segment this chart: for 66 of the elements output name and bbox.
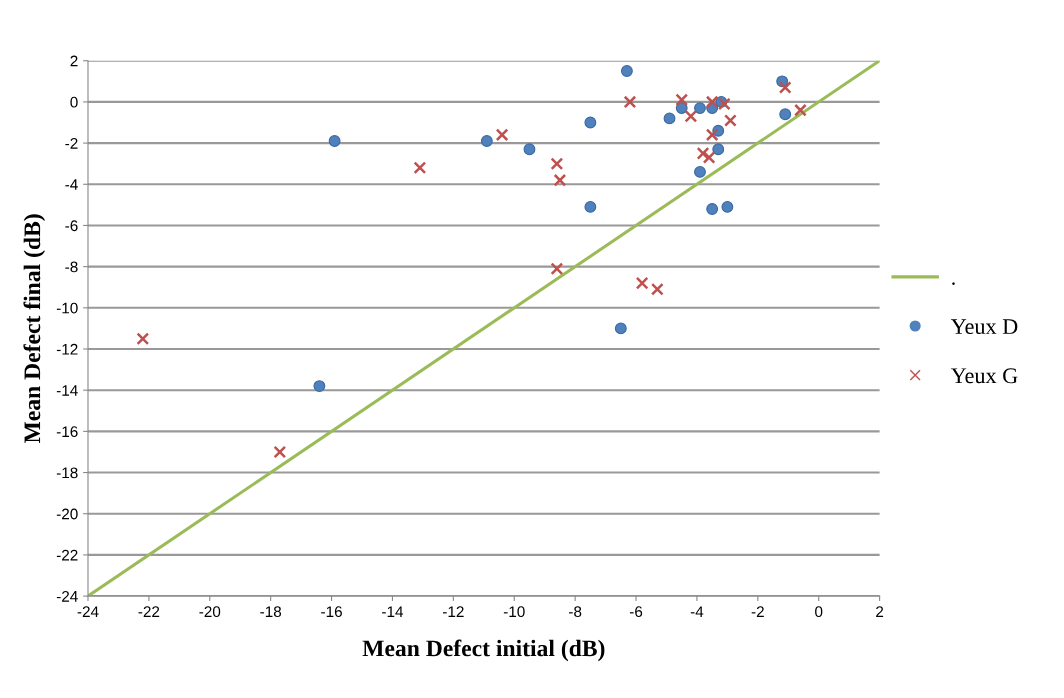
- point: [584, 200, 597, 213]
- point: [778, 81, 792, 94]
- x-tick-label: 0: [815, 606, 823, 618]
- y-tick-label: -24: [56, 590, 78, 602]
- point: [702, 151, 716, 164]
- point: [550, 262, 564, 276]
- x-tick-label: -18: [260, 606, 282, 618]
- x-tick-label: -24: [77, 606, 99, 617]
- x-tick-label: -10: [503, 606, 525, 618]
- x-tick-label: -16: [321, 606, 342, 618]
- legend-label: Yeux D: [950, 319, 1018, 335]
- x-tick-label: -6: [629, 606, 643, 618]
- point: [623, 95, 637, 109]
- x-tick-label: -12: [442, 606, 464, 617]
- point: [724, 114, 737, 127]
- y-tick-label: 0: [70, 96, 78, 108]
- y-tick-label: -2: [65, 137, 78, 149]
- point: [550, 157, 564, 171]
- x-tick-label: -8: [569, 606, 582, 618]
- point: [712, 143, 725, 156]
- y-tick-label: -4: [65, 179, 78, 190]
- point: [413, 161, 427, 175]
- y-axis-title: Mean Defect final (dB): [23, 214, 46, 444]
- y-tick-label: -6: [65, 220, 78, 232]
- legend-label: .: [952, 282, 955, 285]
- point: [480, 135, 493, 147]
- x-tick-label: -22: [138, 606, 160, 617]
- point: [706, 203, 719, 215]
- point: [650, 282, 664, 296]
- legend-label: Yeux G: [950, 368, 1018, 384]
- point: [523, 143, 536, 156]
- point: [620, 65, 633, 77]
- point: [694, 102, 706, 115]
- point: [705, 128, 719, 142]
- point: [553, 173, 567, 187]
- point: [584, 116, 597, 129]
- y-tick-label: -8: [65, 261, 78, 273]
- y-tick-label: 2: [70, 55, 78, 67]
- x-tick-label: 2: [876, 606, 884, 617]
- point: [696, 146, 710, 160]
- point: [684, 109, 698, 123]
- point: [675, 93, 689, 107]
- y-tick-label: -16: [56, 426, 78, 438]
- point: [779, 108, 792, 121]
- y-tick-label: -22: [56, 549, 78, 561]
- x-tick-label: -20: [199, 606, 221, 618]
- x-tick-label: -14: [382, 606, 404, 617]
- y-tick-label: -10: [56, 302, 78, 314]
- point: [635, 276, 649, 290]
- point: [721, 200, 734, 213]
- point: [663, 112, 676, 125]
- point: [328, 135, 341, 147]
- point: [694, 165, 706, 178]
- point: [794, 103, 807, 117]
- y-tick-label: -12: [56, 343, 78, 355]
- x-tick-label: -4: [690, 606, 704, 617]
- y-tick-label: -14: [56, 385, 78, 396]
- point: [495, 128, 509, 142]
- x-axis-title: Mean Defect initial (dB): [362, 639, 605, 662]
- point: [313, 380, 326, 392]
- point: [273, 445, 287, 459]
- x-tick-label: -2: [751, 606, 764, 617]
- point: [136, 332, 150, 346]
- point: [614, 322, 627, 335]
- y-tick-label: -18: [56, 467, 78, 479]
- y-tick-label: -20: [56, 508, 78, 520]
